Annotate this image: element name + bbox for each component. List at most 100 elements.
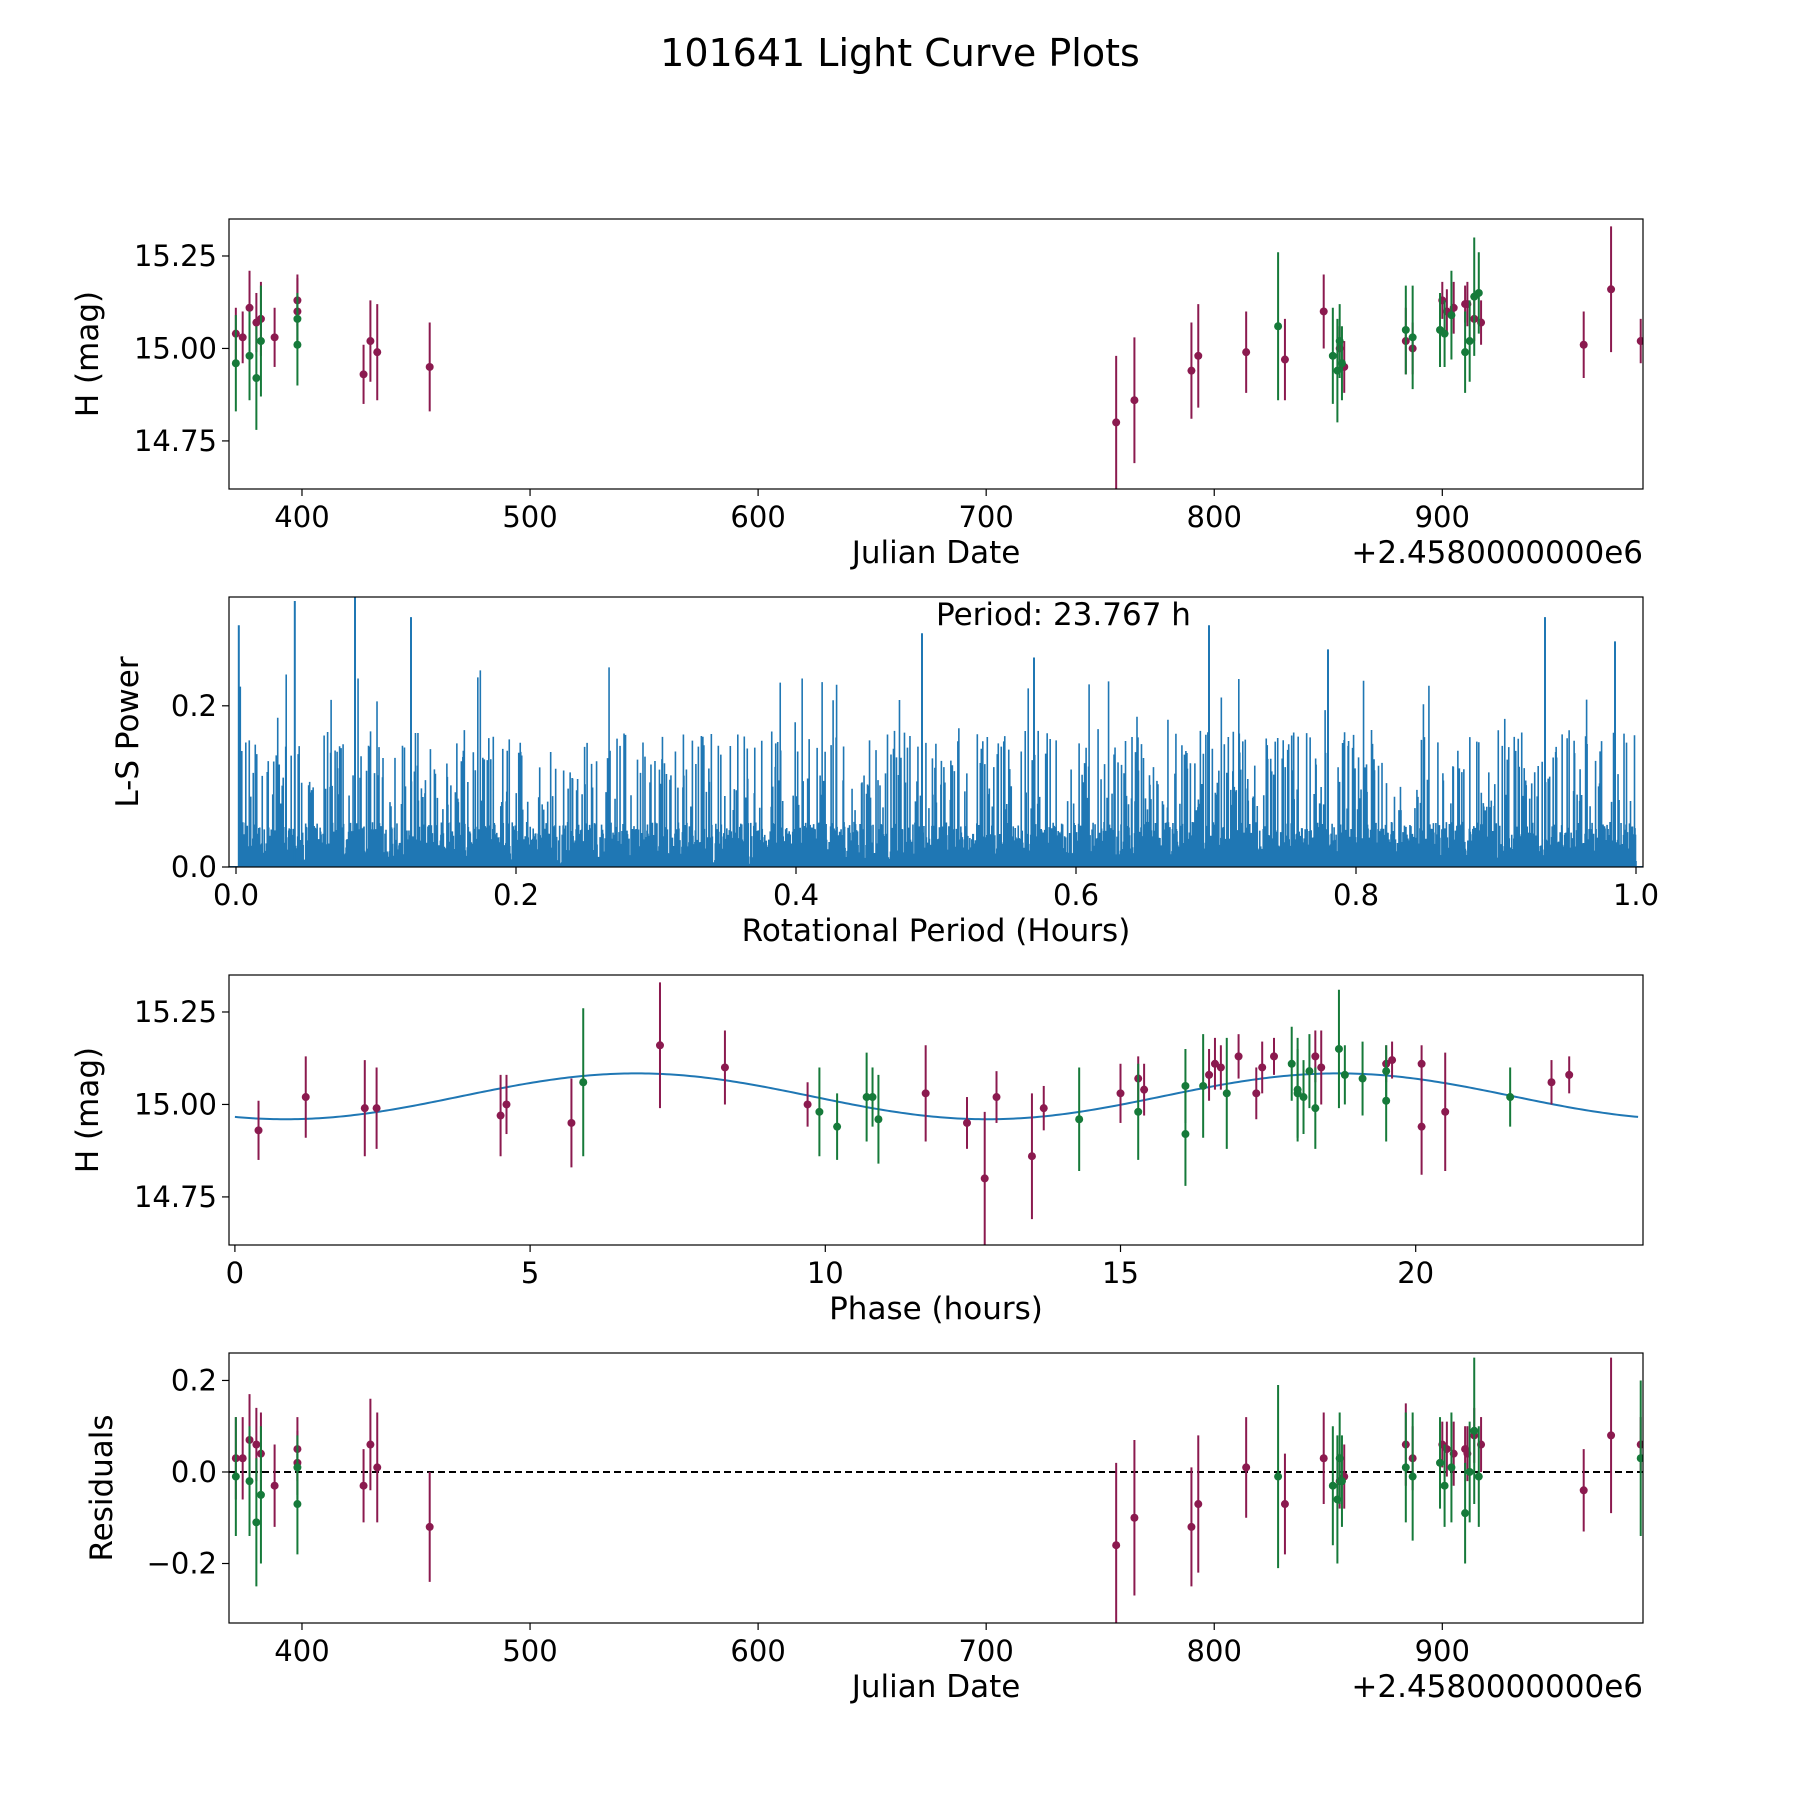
data-point xyxy=(1134,1107,1143,1116)
data-point xyxy=(1287,1059,1296,1068)
data-point xyxy=(496,1111,505,1120)
data-point xyxy=(1328,1481,1337,1490)
plot-area-phase xyxy=(234,982,1639,1245)
data-point xyxy=(1441,1107,1450,1116)
data-point xyxy=(1319,1454,1328,1463)
plot-area-lc xyxy=(231,226,1643,489)
data-point xyxy=(1382,1067,1391,1076)
data-point xyxy=(1328,351,1337,360)
data-point xyxy=(1027,1152,1036,1161)
data-point xyxy=(815,1107,824,1116)
data-point xyxy=(980,1174,989,1183)
x-offset-label: +2.4580000000e6 xyxy=(1351,1669,1643,1705)
data-point xyxy=(1382,1096,1391,1105)
data-point xyxy=(1242,348,1251,357)
data-point xyxy=(1293,1085,1302,1094)
data-point xyxy=(720,1063,729,1072)
y-axis-label: H (mag) xyxy=(70,291,106,417)
axes-layer: 400 500 600 700 800 900 14.75 15.00 15.25 Julian … xyxy=(70,218,1659,1705)
axes-res: 400 500 600 700 800 900 −0.2 0.0 0.2 Julian Date R… xyxy=(84,1352,1644,1705)
data-point xyxy=(1607,1431,1616,1440)
y-tick-label: 14.75 xyxy=(134,1180,217,1214)
data-point xyxy=(1401,1463,1410,1472)
data-point xyxy=(1258,1063,1267,1072)
data-point xyxy=(1417,1122,1426,1131)
data-point xyxy=(245,351,254,360)
data-point xyxy=(1607,285,1616,294)
data-point xyxy=(1440,1481,1449,1490)
data-point xyxy=(655,1041,664,1050)
y-tick-label: 0.2 xyxy=(171,1363,217,1397)
data-point xyxy=(1210,1059,1219,1068)
data-point xyxy=(1461,1509,1470,1518)
data-point xyxy=(921,1089,930,1098)
x-tick-label: 400 xyxy=(274,1634,329,1668)
plot-area-res xyxy=(229,1357,1643,1623)
data-point xyxy=(373,348,382,357)
x-tick-label: 0.8 xyxy=(1333,878,1379,912)
x-offset-label: +2.4580000000e6 xyxy=(1351,535,1643,571)
data-point xyxy=(1358,1074,1367,1083)
data-point xyxy=(1436,1458,1445,1467)
data-point xyxy=(1112,1541,1121,1550)
data-point xyxy=(1194,1500,1203,1509)
x-tick-label: 0 xyxy=(226,1256,244,1290)
x-tick-label: 5 xyxy=(521,1256,539,1290)
x-axis-label: Phase (hours) xyxy=(829,1291,1043,1327)
x-tick-label: 1.0 xyxy=(1613,878,1659,912)
x-tick-label: 900 xyxy=(1415,500,1470,534)
data-point xyxy=(270,333,279,342)
data-point xyxy=(1274,1472,1283,1481)
data-point xyxy=(1340,1070,1349,1079)
x-tick-label: 0.2 xyxy=(493,878,539,912)
data-point xyxy=(231,1472,240,1481)
data-point xyxy=(1305,1067,1314,1076)
data-point xyxy=(1334,1044,1343,1053)
period-annotation: Period: 23.767 h xyxy=(936,597,1191,633)
axes-frame xyxy=(228,974,1644,1246)
axes-frame xyxy=(228,596,1644,868)
data-point xyxy=(366,337,375,346)
x-tick-label: 0.6 xyxy=(1053,878,1099,912)
data-point xyxy=(1440,329,1449,338)
data-point xyxy=(1311,1104,1320,1113)
data-point xyxy=(1252,1089,1261,1098)
data-point xyxy=(252,1518,261,1527)
data-point xyxy=(1039,1104,1048,1113)
data-point xyxy=(1417,1059,1426,1068)
data-point xyxy=(1579,340,1588,349)
x-tick-label: 500 xyxy=(502,500,557,534)
x-axis-label: Julian Date xyxy=(850,535,1021,571)
data-point xyxy=(1319,307,1328,316)
data-point xyxy=(1130,396,1139,405)
data-point xyxy=(1447,1463,1456,1472)
data-point xyxy=(1130,1513,1139,1522)
data-point xyxy=(359,1481,368,1490)
data-point xyxy=(1199,1081,1208,1090)
x-axis-label: Rotational Period (Hours) xyxy=(742,913,1131,949)
data-point xyxy=(1280,1500,1289,1509)
data-point xyxy=(425,362,434,371)
data-point xyxy=(1408,333,1417,342)
data-point xyxy=(1181,1130,1190,1139)
x-tick-label: 500 xyxy=(502,1634,557,1668)
x-tick-label: 0.0 xyxy=(213,878,259,912)
data-point xyxy=(1187,1522,1196,1531)
data-point xyxy=(1280,355,1289,364)
y-axis-label: Residuals xyxy=(84,1414,120,1561)
axes-frame xyxy=(228,1352,1644,1624)
y-tick-label: −0.2 xyxy=(147,1547,217,1581)
x-tick-label: 900 xyxy=(1415,1634,1470,1668)
data-point xyxy=(1401,325,1410,334)
data-point xyxy=(252,1440,261,1449)
data-point xyxy=(1636,337,1643,346)
data-point xyxy=(256,1490,265,1499)
data-point xyxy=(1474,1472,1483,1481)
data-point xyxy=(293,1500,302,1509)
data-point xyxy=(862,1093,871,1102)
data-point xyxy=(245,303,254,312)
figure-title: 101641 Light Curve Plots xyxy=(660,31,1140,75)
data-point xyxy=(1461,348,1470,357)
data-point xyxy=(1465,337,1474,346)
